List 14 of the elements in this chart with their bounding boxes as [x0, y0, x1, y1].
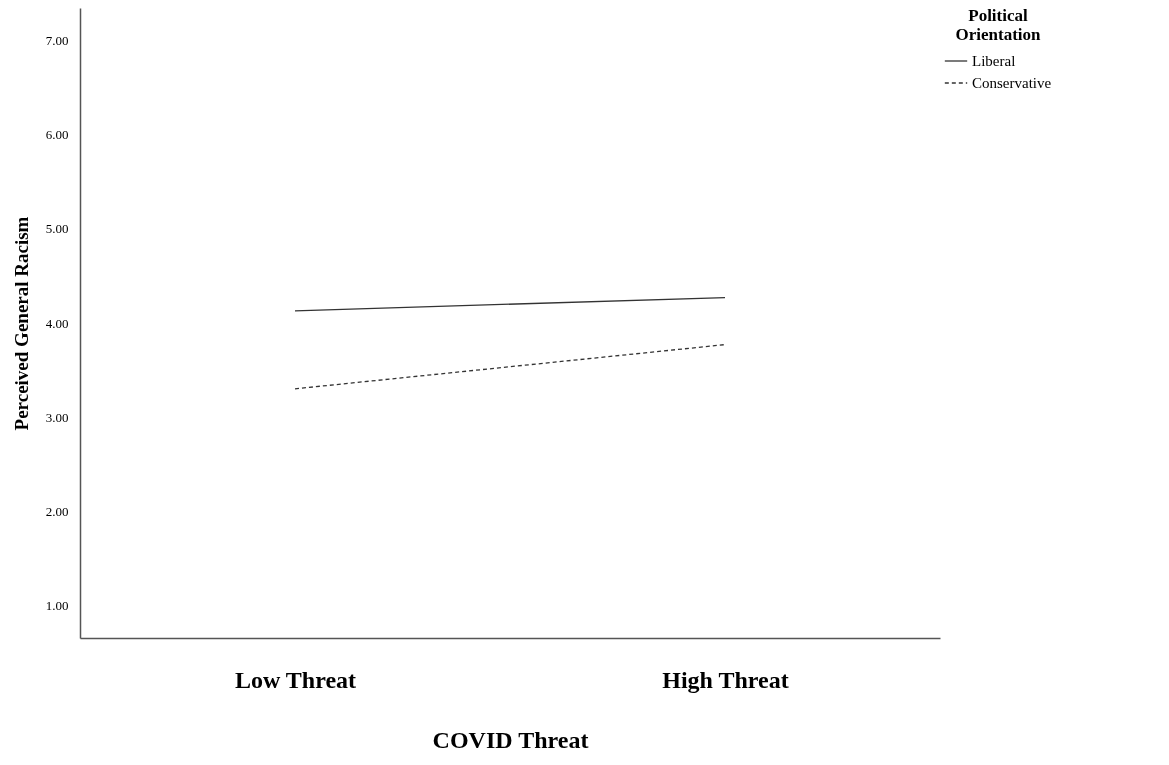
y-tick-label: 2.00: [45, 503, 69, 519]
y-axis-title: Perceived General Racism: [10, 216, 32, 431]
x-tick-label: High Threat: [662, 666, 789, 693]
legend-label: Conservative: [972, 75, 1052, 91]
y-tick-label: 7.00: [45, 33, 69, 49]
x-tick-label: Low Threat: [234, 666, 357, 693]
y-tick-label: 5.00: [45, 221, 69, 237]
x-axis-title: COVID Threat: [432, 726, 589, 753]
legend-label: Liberal: [972, 53, 1016, 69]
y-tick-label: 1.00: [45, 597, 69, 613]
y-tick-label: 3.00: [45, 409, 69, 425]
y-tick-label: 4.00: [45, 315, 69, 331]
legend-title: Political Orientation: [955, 6, 1042, 44]
y-tick-label: 6.00: [45, 127, 69, 143]
